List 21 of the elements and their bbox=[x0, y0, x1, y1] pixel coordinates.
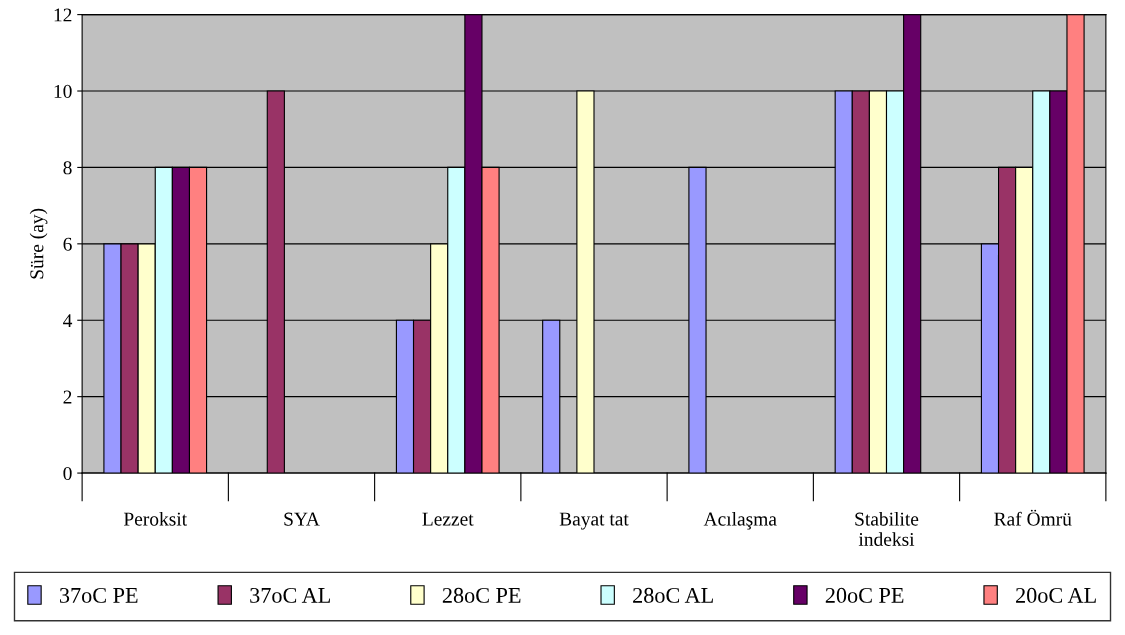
x-tick-label: Acılaşma bbox=[703, 511, 777, 530]
legend-label: 37oC AL bbox=[250, 587, 330, 603]
legend-label: 28oC PE bbox=[442, 587, 521, 603]
legend-label: 37oC PE bbox=[59, 587, 138, 603]
x-tick-label: SYA bbox=[284, 512, 320, 526]
y-tick-label: 10 bbox=[54, 84, 72, 98]
legend-label: 20oC PE bbox=[825, 587, 904, 603]
y-axis-title: Süre (ay) bbox=[29, 208, 48, 279]
y-tick-label: 12 bbox=[54, 8, 72, 22]
legend-label: 28oC AL bbox=[633, 587, 713, 603]
y-tick-label: 0 bbox=[63, 466, 72, 481]
x-tick-label: Lezzet bbox=[422, 512, 474, 526]
x-tick-label: Raf Ömrü bbox=[994, 509, 1072, 526]
x-tick-label: Peroksit bbox=[123, 511, 188, 526]
legend-label: 20oC AL bbox=[1016, 587, 1096, 603]
y-tick-label: 8 bbox=[63, 161, 72, 175]
y-tick-label: 2 bbox=[63, 390, 72, 404]
y-tick-label: 6 bbox=[63, 237, 72, 251]
x-tick-label: Stabilite indeksi bbox=[855, 511, 919, 546]
y-tick-label: 4 bbox=[63, 314, 73, 327]
x-tick-label: Bayat tat bbox=[559, 512, 629, 530]
